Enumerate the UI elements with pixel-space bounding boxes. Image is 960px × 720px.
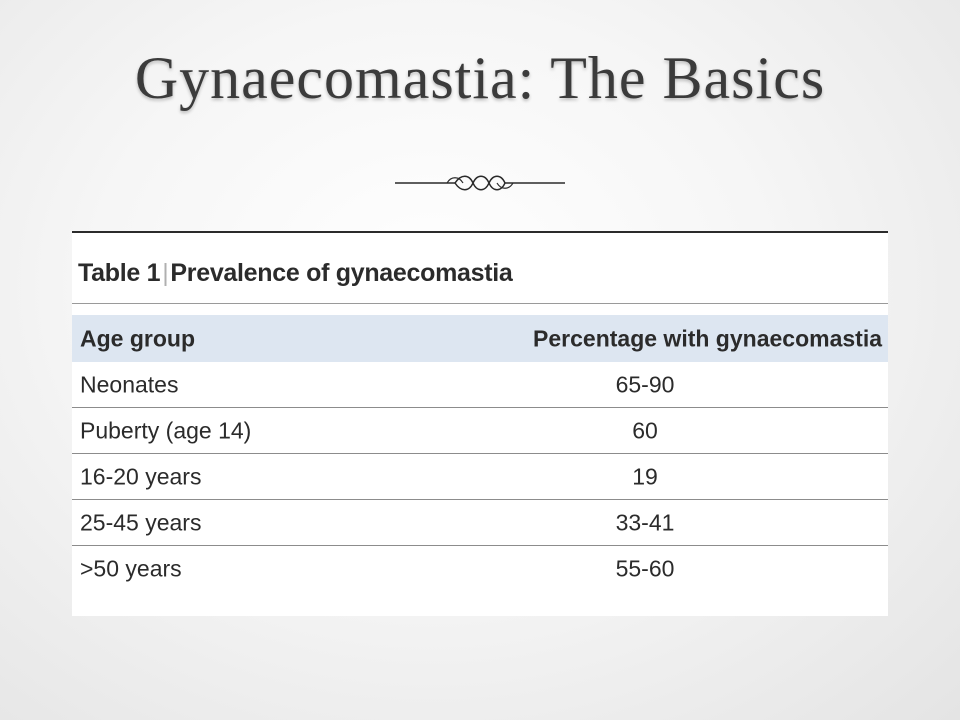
- row-percentage: 65-90: [615, 371, 675, 397]
- row-age-group: Neonates: [80, 371, 179, 397]
- header-age-group: Age group: [80, 325, 195, 351]
- table-caption-text: Prevalence of gynaecomastia: [170, 259, 513, 287]
- decorative-flourish-icon: [395, 175, 565, 191]
- row-age-group: Puberty (age 14): [80, 417, 252, 443]
- table-row: Puberty (age 14) 60: [72, 408, 888, 454]
- caption-separator: |: [162, 259, 169, 287]
- table-label: Table 1: [78, 259, 161, 287]
- table-row: Neonates 65-90: [72, 362, 888, 408]
- row-percentage: 55-60: [615, 555, 675, 582]
- table-caption: Table 1|Prevalence of gynaecomastia: [78, 259, 513, 288]
- row-age-group: 16-20 years: [80, 463, 202, 489]
- table-row: 16-20 years 19: [72, 454, 888, 500]
- prevalence-table: Table 1|Prevalence of gynaecomastia Age …: [72, 231, 888, 616]
- row-percentage: 60: [632, 417, 658, 443]
- caption-divider: [72, 303, 888, 304]
- header-percentage: Percentage with gynaecomastia: [533, 325, 882, 351]
- table-row: 25-45 years 33-41: [72, 500, 888, 546]
- row-percentage: 33-41: [615, 509, 675, 535]
- table-row: >50 years 55-60: [72, 546, 888, 592]
- row-percentage: 19: [632, 463, 658, 489]
- row-age-group: >50 years: [80, 555, 182, 582]
- slide-title: Gynaecomastia: The Basics: [134, 45, 826, 111]
- table-header-row: Age group Percentage with gynaecomastia: [72, 315, 888, 362]
- row-age-group: 25-45 years: [80, 509, 202, 535]
